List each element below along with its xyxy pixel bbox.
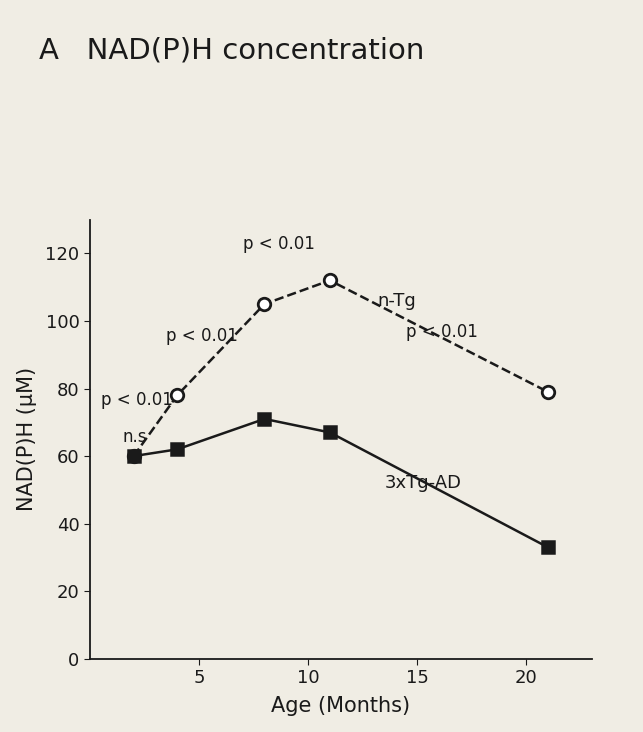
Text: p < 0.01: p < 0.01	[406, 324, 478, 341]
Text: n.s: n.s	[123, 428, 147, 446]
Text: A   NAD(P)H concentration: A NAD(P)H concentration	[39, 37, 424, 64]
Y-axis label: NAD(P)H (μM): NAD(P)H (μM)	[17, 367, 37, 511]
Text: n-Tg: n-Tg	[378, 291, 417, 310]
Text: 3xTg-AD: 3xTg-AD	[385, 474, 462, 492]
X-axis label: Age (Months): Age (Months)	[271, 695, 410, 716]
Text: p < 0.01: p < 0.01	[167, 326, 238, 345]
Text: p < 0.01: p < 0.01	[101, 391, 173, 408]
Text: p < 0.01: p < 0.01	[242, 236, 314, 253]
